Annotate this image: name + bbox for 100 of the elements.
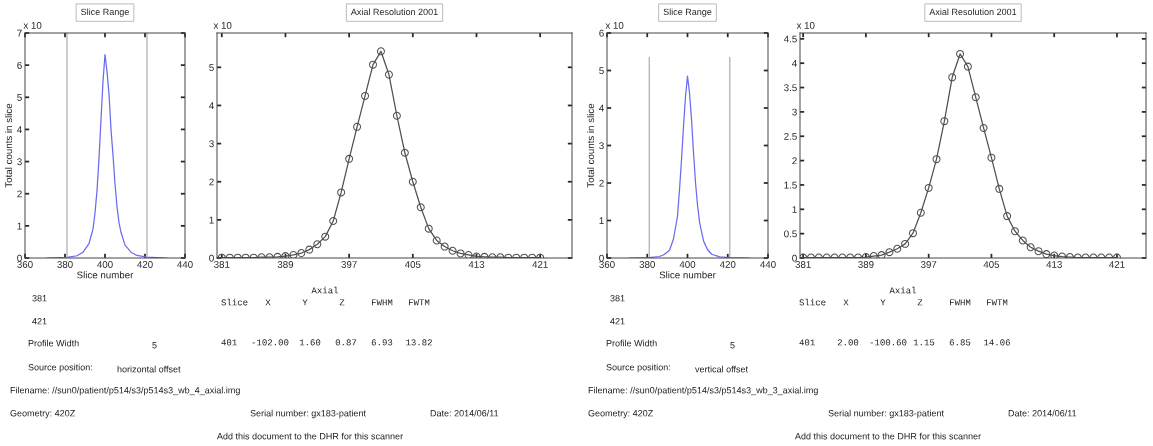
text: FWHM bbox=[372, 299, 393, 306]
text: Axial bbox=[311, 286, 339, 294]
text: -102.00 bbox=[252, 339, 289, 346]
x-tick-label: 421 bbox=[532, 261, 548, 268]
text: -100.60 bbox=[870, 339, 907, 346]
text: x 10 bbox=[796, 21, 815, 29]
y-axis-title: Total counts in slice bbox=[4, 103, 13, 188]
x-tick-label: 413 bbox=[468, 261, 485, 268]
text: Axial bbox=[889, 286, 917, 294]
point bbox=[948, 73, 957, 82]
point bbox=[297, 249, 306, 258]
text: 401 bbox=[799, 339, 815, 346]
x-tick-label: 397 bbox=[920, 261, 937, 268]
point bbox=[456, 249, 465, 258]
text: Z bbox=[339, 299, 345, 306]
text: X bbox=[265, 299, 271, 306]
point bbox=[1010, 227, 1019, 236]
y-tick-label: 0 bbox=[792, 254, 797, 262]
point bbox=[979, 123, 988, 132]
text: 421 bbox=[32, 318, 47, 325]
point bbox=[400, 148, 409, 157]
x-tick-label: 389 bbox=[858, 261, 874, 268]
y-tick-label: 3 bbox=[599, 142, 604, 150]
text: Z bbox=[917, 299, 923, 306]
x-tick-label: 405 bbox=[983, 261, 1000, 268]
point bbox=[956, 49, 965, 58]
point bbox=[337, 188, 346, 197]
x-tick-label: 360 bbox=[17, 261, 33, 268]
y-tick-label: 1 bbox=[599, 217, 604, 225]
point bbox=[924, 183, 933, 192]
y-tick-label: 0 bbox=[209, 254, 214, 262]
text: x 10 bbox=[605, 21, 624, 29]
text: 381 bbox=[32, 295, 47, 302]
y-tick-label: 2.5 bbox=[784, 132, 797, 140]
point bbox=[1003, 212, 1012, 221]
point bbox=[1018, 236, 1027, 245]
x-tick-label: 420 bbox=[719, 261, 736, 268]
text: X bbox=[843, 299, 849, 306]
point bbox=[971, 93, 980, 102]
point bbox=[932, 155, 941, 164]
y-tick-label: 3 bbox=[792, 108, 797, 116]
x-tick-label: 380 bbox=[639, 261, 655, 268]
point bbox=[384, 70, 393, 79]
point bbox=[1034, 247, 1043, 256]
chart-title: Slice Range bbox=[663, 8, 712, 17]
text: Y bbox=[302, 299, 308, 306]
x-tick-label: 397 bbox=[341, 261, 357, 268]
x-axis-title: Slice number bbox=[77, 271, 134, 279]
point bbox=[432, 236, 441, 245]
chart-title: Slice Range bbox=[81, 8, 129, 17]
source-note: Source position: bbox=[28, 363, 92, 373]
y-tick-label: 3 bbox=[209, 140, 214, 148]
point bbox=[916, 208, 925, 217]
text: x 10 bbox=[23, 21, 42, 29]
y-axis-title: Total counts in slice bbox=[586, 103, 595, 188]
y-tick-label: 0 bbox=[17, 254, 22, 262]
text: Y bbox=[880, 299, 886, 306]
point bbox=[1042, 250, 1051, 258]
y-tick-label: 2 bbox=[792, 157, 797, 165]
text: Add this document to the DHR for this scanner bbox=[794, 432, 981, 440]
point bbox=[908, 229, 917, 238]
y-tick-label: 1 bbox=[209, 216, 214, 224]
point bbox=[305, 245, 314, 254]
x-tick-label: 381 bbox=[214, 261, 230, 268]
text: 381 bbox=[610, 295, 625, 302]
y-tick-label: 6 bbox=[17, 61, 22, 69]
point bbox=[424, 224, 433, 233]
y-tick-label: 2 bbox=[599, 179, 604, 187]
text: horizontal offset bbox=[117, 365, 181, 373]
point bbox=[361, 91, 370, 100]
point bbox=[353, 122, 362, 131]
y-tick-label: 3.5 bbox=[784, 84, 797, 92]
point bbox=[345, 154, 354, 163]
y-tick-label: 0 bbox=[599, 254, 604, 262]
point bbox=[392, 111, 401, 120]
text: FWTM bbox=[987, 299, 1008, 306]
x-tick-label: 440 bbox=[177, 261, 193, 268]
text: 6.85 bbox=[949, 339, 971, 346]
point bbox=[369, 60, 377, 69]
point bbox=[901, 239, 910, 248]
point bbox=[987, 153, 996, 162]
source-note: Source position: bbox=[606, 363, 670, 373]
y-tick-label: 5 bbox=[17, 94, 22, 101]
point bbox=[440, 242, 449, 251]
text: Serial number: gx183-patient bbox=[828, 409, 944, 419]
y-tick-label: 1.5 bbox=[784, 181, 797, 189]
x-tick-label: 440 bbox=[760, 261, 776, 268]
y-tick-label: 2 bbox=[209, 178, 214, 186]
chart-title: Axial Resolution 2001 bbox=[929, 8, 1017, 16]
text: Slice bbox=[799, 298, 826, 306]
y-tick-label: 2 bbox=[17, 190, 22, 198]
chart-title: Axial Resolution 2001 bbox=[350, 8, 438, 16]
text: 5 bbox=[152, 342, 157, 349]
text: Filename: //sun0/patient/p514/s3/p514s3_wb_3_axial.img bbox=[588, 386, 818, 396]
text: 14.06 bbox=[984, 339, 1010, 346]
x-tick-label: 389 bbox=[277, 261, 294, 268]
y-tick-label: 0.5 bbox=[784, 230, 797, 238]
text: 6.93 bbox=[371, 339, 393, 346]
y-tick-label: 4 bbox=[792, 60, 797, 67]
point bbox=[376, 47, 385, 56]
